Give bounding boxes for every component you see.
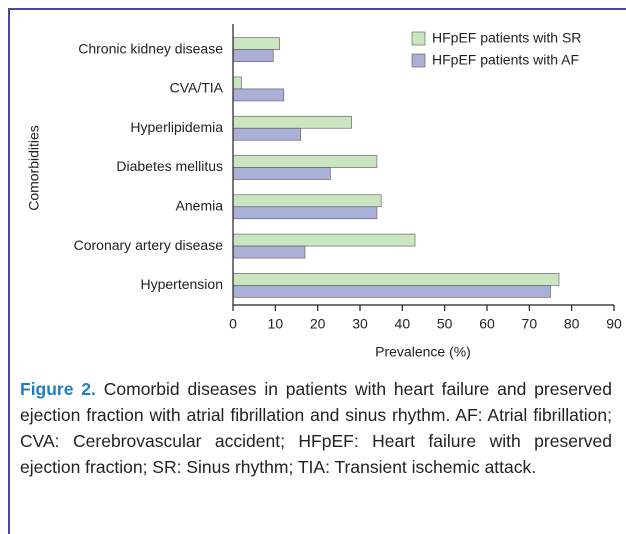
frame	[8, 8, 626, 534]
bar	[232, 167, 331, 180]
x-tick-label: 30	[352, 316, 368, 332]
bar	[232, 155, 378, 168]
x-tick-label: 70	[522, 316, 538, 332]
chart: Comorbidities Prevalence (%) Chronic kid…	[26, 24, 622, 360]
y-axis-title: Comorbidities	[26, 125, 42, 211]
bar	[232, 88, 285, 102]
y-tick-label: Diabetes mellitus	[116, 158, 223, 174]
bar	[232, 49, 274, 62]
x-tick-label: 40	[395, 316, 411, 332]
x-tick-label: 0	[229, 316, 237, 332]
bar	[232, 245, 306, 259]
bar	[232, 127, 302, 141]
bar	[232, 273, 560, 286]
legend-swatch	[411, 53, 426, 68]
caption-label: Figure 2.	[20, 379, 96, 399]
x-axis-title: Prevalence (%)	[375, 344, 471, 360]
bar	[232, 206, 378, 220]
caption: Figure 2. Comorbid diseases in patients …	[20, 376, 612, 480]
bar	[232, 233, 416, 247]
legend-label: HFpEF patients with AF	[432, 52, 579, 68]
caption-text: Comorbid diseases in patients with heart…	[20, 379, 612, 477]
bar	[232, 194, 382, 208]
y-tick-label: Coronary artery disease	[74, 237, 224, 253]
legend-swatch	[411, 31, 426, 46]
x-tick-label: 80	[564, 316, 580, 332]
y-tick-label: Chronic kidney disease	[78, 40, 223, 56]
legend-label: HFpEF patients with SR	[432, 30, 581, 46]
y-tick-label: CVA/TIA	[170, 80, 224, 96]
x-tick-label: 10	[268, 316, 284, 332]
y-tick-label: Hypertension	[141, 276, 224, 292]
x-tick-label: 90	[606, 316, 622, 332]
bar	[232, 37, 280, 50]
bar	[232, 76, 242, 90]
bar	[232, 285, 551, 298]
x-tick-label: 50	[437, 316, 453, 332]
y-tick-label: Anemia	[176, 197, 224, 213]
x-tick-label: 20	[310, 316, 326, 332]
bar	[232, 115, 352, 129]
x-tick-label: 60	[479, 316, 495, 332]
y-tick-label: Hyperlipidemia	[130, 119, 223, 135]
